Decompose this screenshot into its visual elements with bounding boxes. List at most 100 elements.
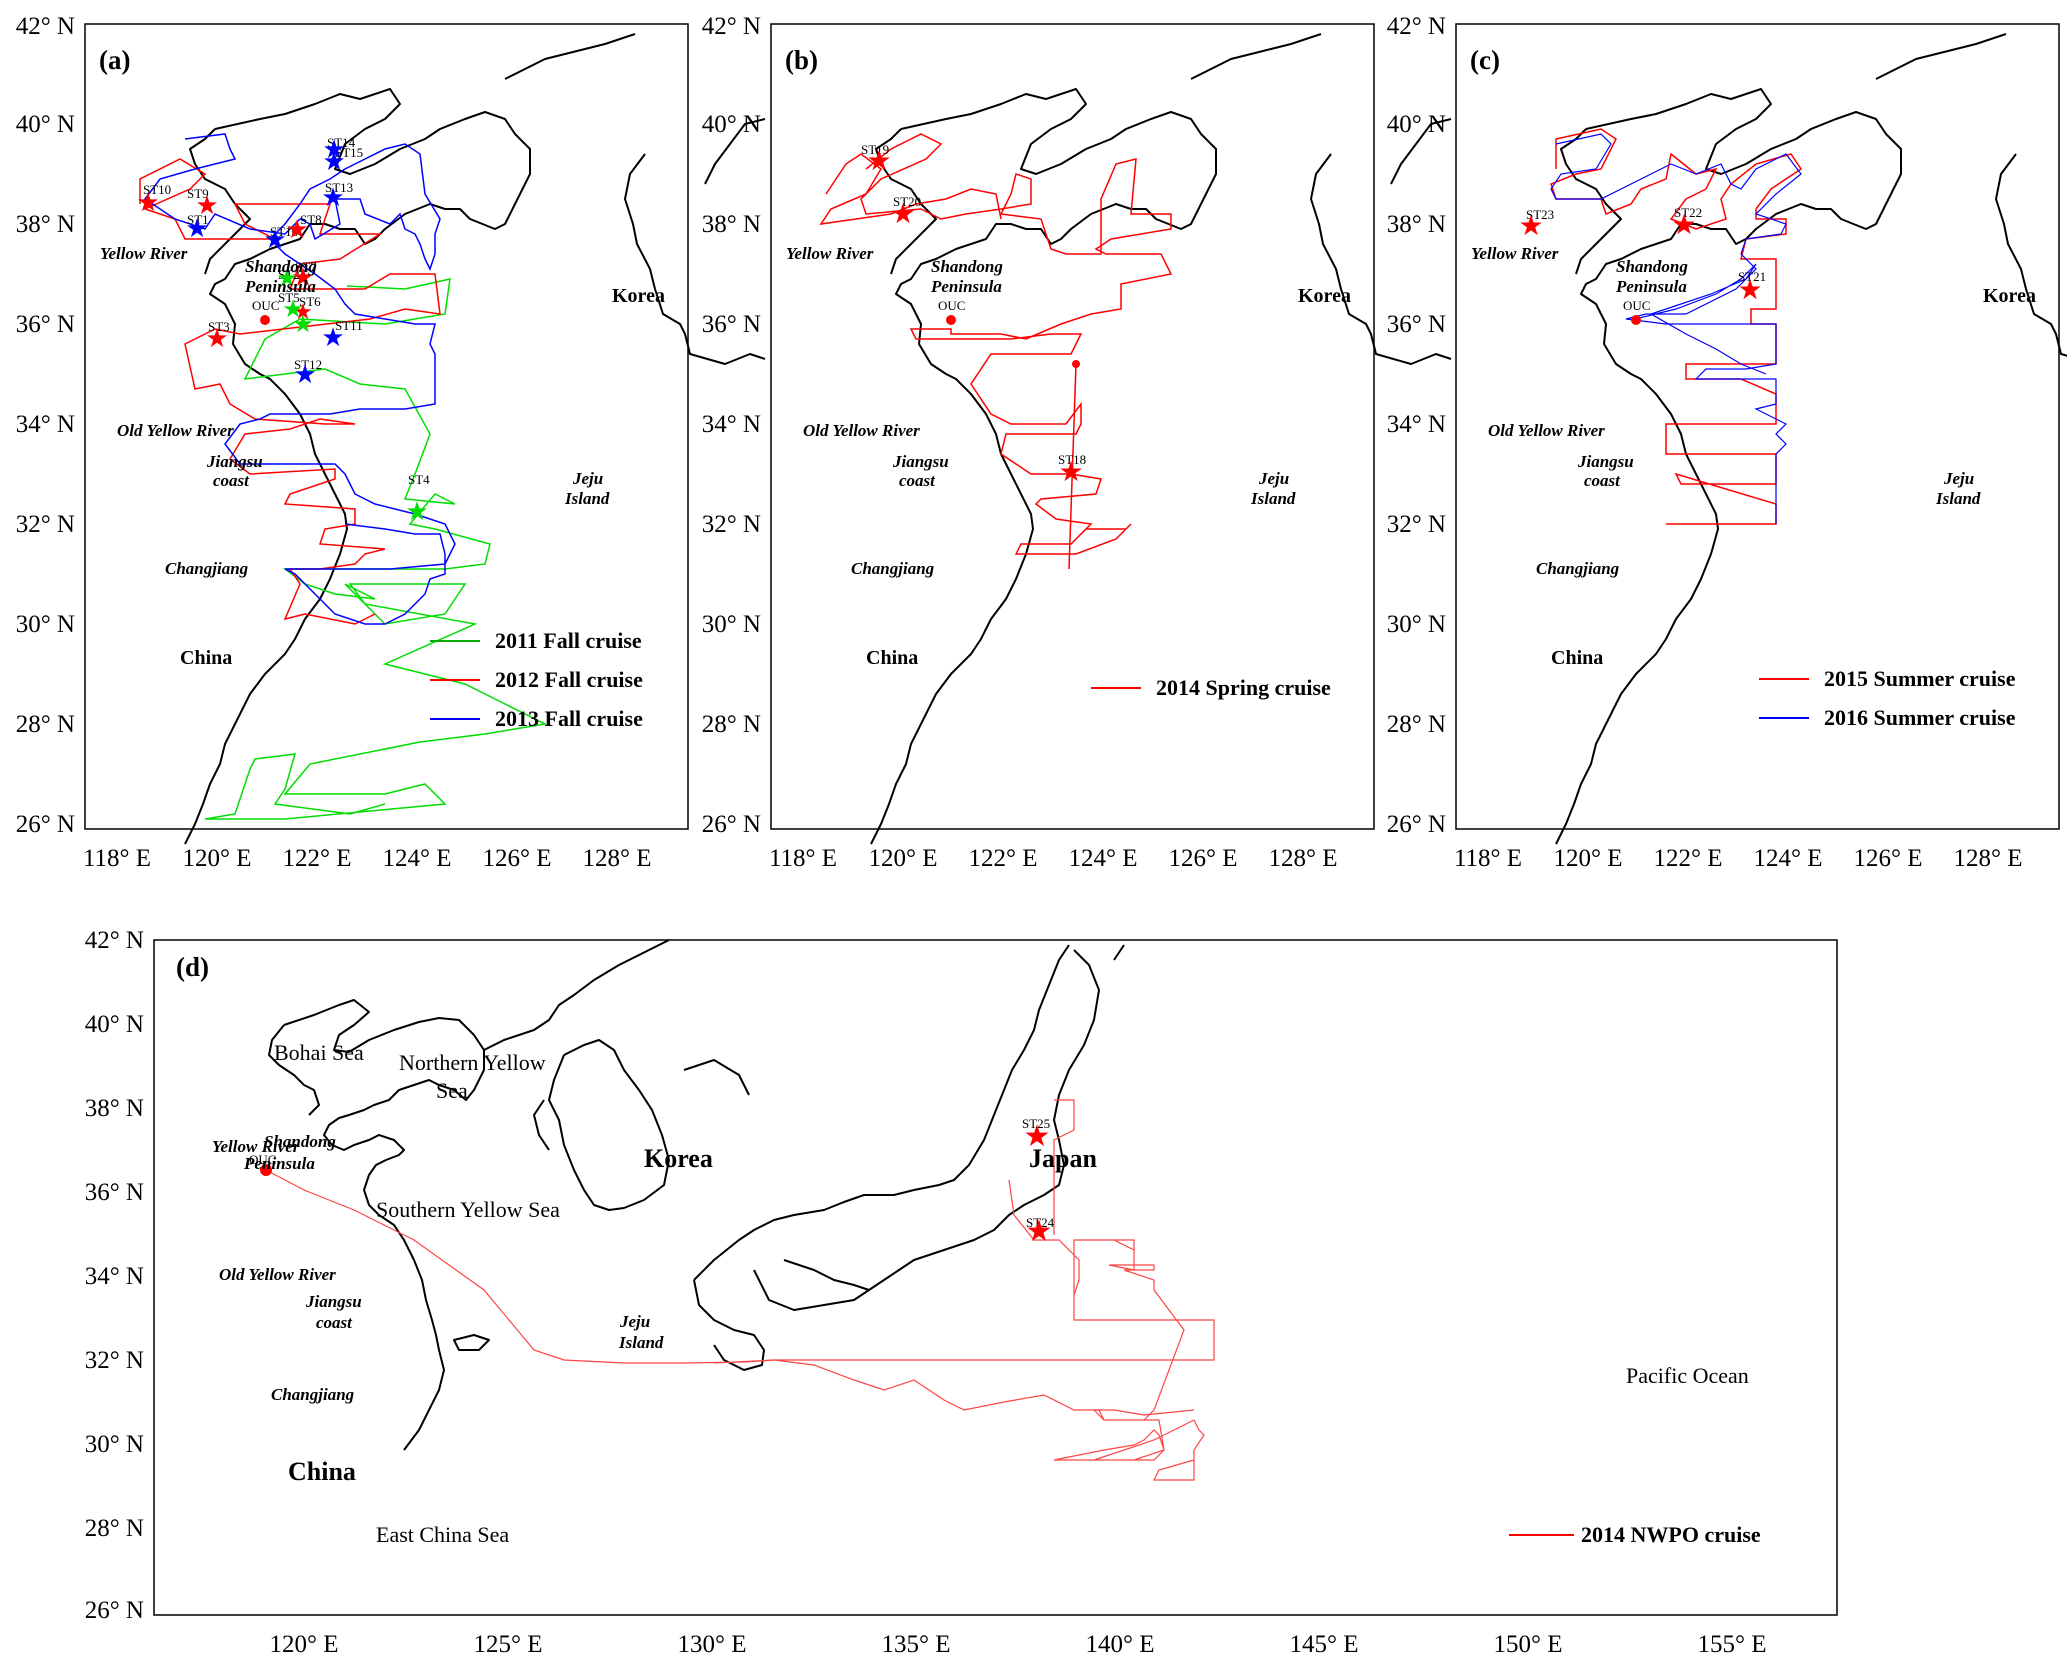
lat-tick-42: 42° N [16,13,75,40]
star-st21: ★ [1737,275,1762,306]
panel-a-tracks [139,133,548,820]
panel-b-tracks [819,133,1173,570]
station-label-st8: ST8 [300,212,322,227]
panel-d-korea-coastline [483,939,670,1211]
panel-c-tag: (c) [1470,45,1500,75]
star-st20: ★ [890,199,915,230]
lat-tick-30: 30° N [1387,611,1446,638]
label-china: China [866,647,918,669]
panel-d-lat-ticks: 42° N 40° N 38° N 36° N 34° N 32° N 30° … [85,927,144,1624]
lat-tick-34: 34° N [16,411,75,438]
lon-tick-126: 126° E [482,845,551,872]
label-shandong: Shandong [931,257,1003,276]
lat-tick-38: 38° N [16,211,75,238]
lat-tick-34: 34° N [702,411,761,438]
legend-label-2011: 2011 Fall cruise [495,628,642,653]
star-st7: ★ [291,263,314,292]
panel-a-lon-ticks: 118° E 120° E 122° E 124° E 126° E 128° … [83,845,652,872]
panel-a-lat-ticks: 42° N 40° N 38° N 36° N 34° N 32° N 30° … [16,13,75,838]
label-ouc: OUC [252,298,279,313]
station-label-st6: ST6 [299,294,321,309]
station-label-st21: ST21 [1738,269,1766,284]
lon-tick-124: 124° E [1753,845,1822,872]
station-label-st11: ST11 [335,318,363,333]
lon-tick-125: 125° E [473,1631,542,1658]
label-old-yellow-river: Old Yellow River [219,1265,336,1284]
track-2016-summer-west [1630,263,1767,375]
panel-d-legend: 2014 NWPO cruise [1509,1522,1761,1547]
station-label-st1: ST1 [187,212,209,227]
label-ouc: OUC [1623,298,1650,313]
station-label-st12: ST12 [294,357,322,372]
label-jeju: Jeju [619,1312,650,1331]
label-northern-yellow-sea: Sea [436,1078,468,1103]
star-st2-green: ★ [276,266,298,292]
legend-label-2014-spring: 2014 Spring cruise [1156,675,1331,700]
lat-tick-32: 32° N [702,511,761,538]
ouc-marker [1631,315,1641,325]
lat-tick-36: 36° N [702,311,761,338]
label-bohai-sea: Bohai Sea [274,1040,364,1065]
lat-tick-28: 28° N [1387,711,1446,738]
panel-b-tag: (b) [785,45,818,75]
panel-c-lat-ticks: 42° N 40° N 38° N 36° N 34° N 32° N 30° … [1387,13,1446,838]
label-japan: Japan [1029,1144,1097,1173]
panel-a-stations: ST10 ST9 ST1 ST16 ST8 ST13 ST14 ST15 ST7… [136,135,430,526]
label-korea: Korea [1983,285,2036,307]
panel-c-frame [1455,23,2060,830]
label-shandong: Shandong [264,1132,336,1151]
panel-a-legend: 2011 Fall cruise 2012 Fall cruise 2013 F… [430,628,643,731]
lon-tick-118: 118° E [83,845,151,872]
lat-tick-32: 32° N [16,511,75,538]
lon-tick-128: 128° E [582,845,651,872]
star-st19: ★ [866,146,891,177]
station-label-st25: ST25 [1022,1116,1050,1131]
label-pacific-ocean: Pacific Ocean [1626,1363,1749,1388]
star-st5: ★ [282,297,304,323]
lon-tick-124: 124° E [1068,845,1137,872]
lat-tick-40: 40° N [1387,111,1446,138]
label-island: Island [1935,489,1981,508]
label-yellow-river: Yellow River [212,1137,300,1156]
panel-b-frame [770,23,1375,830]
station-label-st16: ST16 [270,224,299,239]
label-jiangsu: Jiangsu [892,452,949,471]
label-changjiang: Changjiang [1536,559,1620,578]
label-coast: coast [1584,471,1621,490]
panel-c-stations: ST23 ST22 ST21 ★ ★ ★ [1518,205,1766,306]
panel-b-map: 42° N 40° N 38° N 36° N 34° N 32° N 30° … [702,13,1452,872]
panel-b-stations: ST19 ST20 ST18 ★ ★ ★ [861,142,1086,488]
lat-tick-30: 30° N [702,611,761,638]
station-label-st10: ST10 [143,182,171,197]
panel-c-map: 42° N 40° N 38° N 36° N 34° N 32° N 30° … [1387,13,2067,872]
station-label-st2: ST2 [278,267,300,282]
track-2014-nwpo [265,1169,1215,1481]
lat-tick-38: 38° N [702,211,761,238]
lat-tick-36: 36° N [1387,311,1446,338]
panel-d-tag: (d) [176,952,209,982]
label-china: China [1551,647,1603,669]
star-st10: ★ [136,188,159,217]
lat-tick-34: 34° N [85,1263,144,1290]
lat-tick-42: 42° N [1387,13,1446,40]
star-st8: ★ [285,215,308,244]
track-2015-summer [1550,128,1803,525]
lon-tick-120: 120° E [182,845,251,872]
label-east-china-sea: East China Sea [376,1522,509,1547]
panel-d-japan-coastline [683,944,1125,1371]
lon-tick-130: 130° E [677,1631,746,1658]
panel-c-lon-ticks: 118° E 120° E 122° E 124° E 126° E 128° … [1454,845,2023,872]
lat-tick-26: 26° N [16,811,75,838]
star-st4: ★ [405,497,428,526]
star-st24: ★ [1026,1215,1053,1248]
lon-tick-122: 122° E [282,845,351,872]
label-peninsula: Peninsula [243,1154,315,1173]
legend-label-2016: 2016 Summer cruise [1824,705,2016,730]
ouc-marker [260,315,270,325]
track-2014-spring-line [819,153,1002,225]
label-coast: coast [899,471,936,490]
label-old-yellow-river: Old Yellow River [117,421,234,440]
label-peninsula: Peninsula [244,277,316,296]
star-st15: ★ [322,147,345,176]
track-2014-nwpo-return [1053,1099,1075,1235]
